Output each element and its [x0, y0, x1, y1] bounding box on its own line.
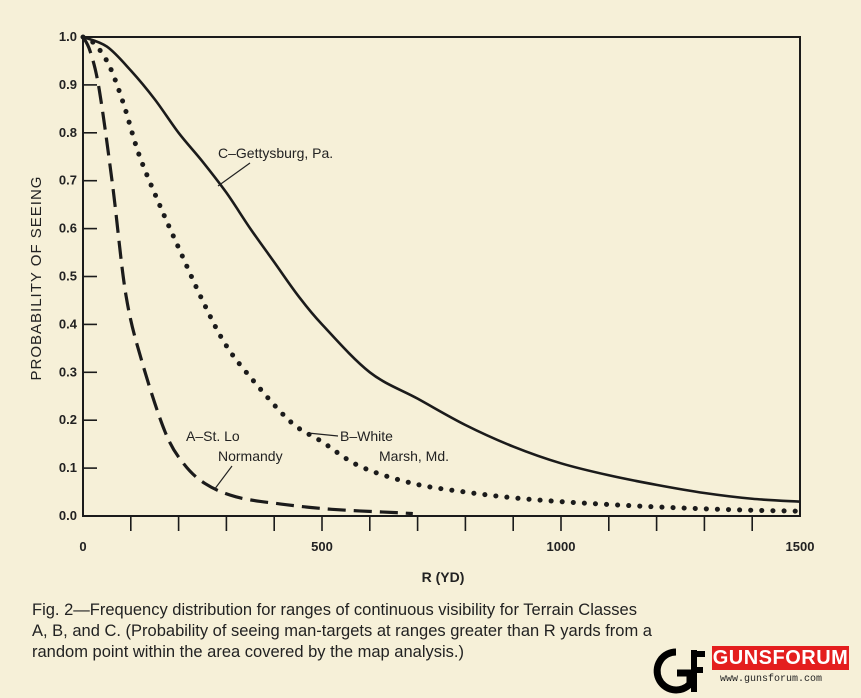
axes: 0.0 0.1 0.2 0.3 0.4 0.5 0.6 0.7 0.8 0.9 1.0 0 500 100… — [59, 29, 815, 554]
y-tick-label: 0.5 — [59, 269, 77, 284]
caption-line-2: A, B, and C. (Probability of seeing man-… — [32, 622, 652, 640]
annotation-a-line2: Normandy — [218, 448, 283, 464]
y-tick-label: 0.9 — [59, 77, 77, 92]
annotation-b-arrow — [307, 432, 339, 437]
caption-line-1: Fig. 2—Frequency distribution for ranges… — [32, 601, 637, 619]
y-tick-label: 0.2 — [59, 412, 77, 427]
watermark-url: www.gunsforum.com — [720, 674, 823, 685]
annotation-b-line2: Marsh, Md. — [379, 448, 449, 464]
x-axis-label: R (YD) — [422, 569, 465, 585]
annotation-c-arrow — [217, 162, 251, 187]
x-tick-label: 500 — [311, 539, 333, 554]
annotation-a: A–St. Lo Normandy — [186, 428, 283, 491]
y-tick-label: 1.0 — [59, 29, 77, 44]
x-tick-label: 1500 — [786, 539, 815, 554]
figure-caption: Fig. 2—Frequency distribution for ranges… — [32, 600, 832, 663]
y-tick-label: 0.3 — [59, 364, 77, 379]
x-tick-label: 0 — [79, 539, 86, 554]
watermark-logo — [653, 648, 705, 694]
x-tick-label: 1000 — [547, 539, 576, 554]
watermark-logo-g-mark — [653, 648, 694, 694]
y-tick-label: 0.4 — [59, 316, 78, 331]
caption-line-3: random point within the area covered by … — [32, 643, 464, 661]
y-tick-label: 0.8 — [59, 125, 77, 140]
annotation-c-text: C–Gettysburg, Pa. — [218, 145, 333, 161]
y-tick-label: 0.6 — [59, 221, 77, 236]
annotation-a-arrow — [213, 465, 233, 491]
annotation-a-line1: A–St. Lo — [186, 428, 240, 444]
watermark-badge: GUNSFORUM — [712, 646, 849, 670]
annotation-b-line1: B–White — [340, 428, 393, 444]
y-tick-label: 0.7 — [59, 173, 77, 188]
series-group — [80, 34, 803, 516]
watermark-logo-f-mark — [691, 650, 705, 692]
y-axis-label: PROBABILITY OF SEEING — [28, 176, 45, 381]
y-tick-label: 0.1 — [59, 460, 77, 475]
annotation-c: C–Gettysburg, Pa. — [217, 145, 333, 187]
series-line-c — [82, 35, 801, 503]
annotation-b: B–White Marsh, Md. — [307, 428, 449, 464]
chart: 0.0 0.1 0.2 0.3 0.4 0.5 0.6 0.7 0.8 0.9 1.0 0 500 100… — [28, 29, 815, 585]
y-tick-label: 0.0 — [59, 508, 77, 523]
